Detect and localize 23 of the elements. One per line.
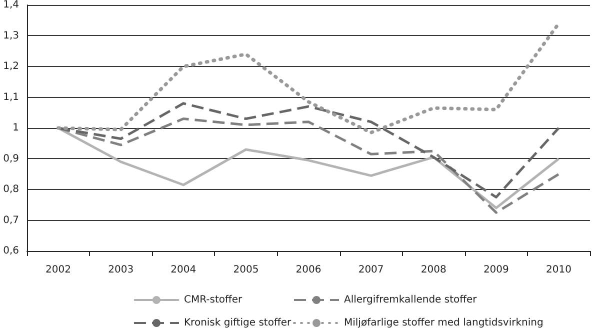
- legend-label: Miljøfarlige stoffer med langtidsvirkning: [344, 318, 544, 328]
- y-tick-label: 1,1: [3, 92, 19, 103]
- x-tick-label: 2003: [108, 264, 134, 276]
- line-series: [56, 22, 560, 134]
- legend-label: CMR-stoffer: [184, 294, 244, 306]
- y-tick-label: 0,8: [3, 184, 19, 195]
- x-tick-label: 2002: [46, 264, 72, 276]
- y-tick-label: 1,4: [3, 0, 19, 10]
- x-tick-label: 2005: [233, 264, 259, 276]
- y-tick-label: 0,9: [3, 153, 19, 164]
- legend-label: Allergifremkallende stoffer: [344, 294, 478, 306]
- x-tick-label: 2010: [546, 264, 572, 276]
- y-tick-label: 1: [12, 122, 19, 134]
- x-tick-label: 2006: [296, 264, 322, 276]
- y-tick-label: 1,3: [3, 30, 19, 42]
- x-tick-label: 2008: [420, 264, 446, 276]
- legend-label: Kronisk giftige stoffer: [184, 318, 292, 328]
- x-tick-label: 2009: [483, 264, 509, 276]
- y-tick-label: 1,2: [3, 61, 19, 72]
- x-tick-label: 2007: [358, 264, 384, 276]
- x-tick-label: 2004: [170, 264, 196, 276]
- y-tick-label: 0,7: [3, 214, 19, 226]
- y-tick-label: 0,6: [3, 246, 19, 256]
